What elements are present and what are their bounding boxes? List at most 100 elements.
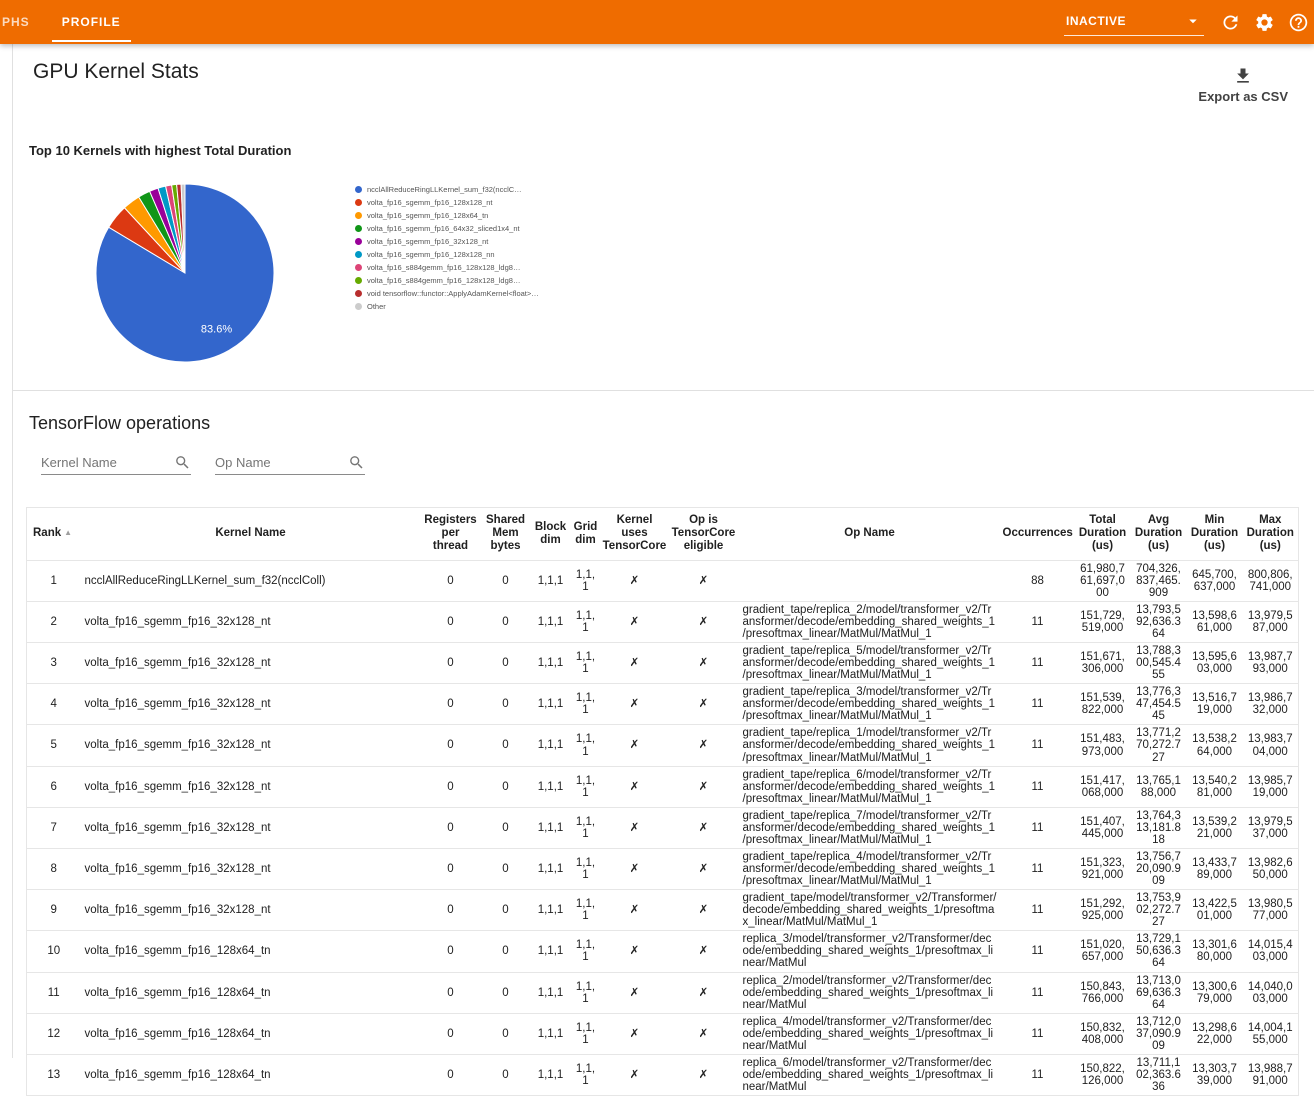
- pie-legend: ncclAllReduceRingLLKernel_sum_f32(ncclC……: [355, 183, 560, 363]
- cell-registers-per-thread: 0: [421, 766, 481, 807]
- column-header-grid-dim[interactable]: Grid dim: [571, 508, 601, 561]
- kernel-name-search-field: [41, 454, 191, 475]
- column-header-kernel-uses-tensorcore[interactable]: Kernel uses TensorCore: [601, 508, 669, 561]
- op-name-search-input[interactable]: [215, 455, 344, 470]
- cell-block-dim: 1,1,1: [531, 931, 571, 972]
- cell-block-dim: 1,1,1: [531, 807, 571, 848]
- cell-kernel-uses-tensorcore: ✗: [601, 601, 669, 642]
- cell-kernel-name: ncclAllReduceRingLLKernel_sum_f32(ncclCo…: [81, 560, 421, 601]
- tab-graphs[interactable]: PHS: [0, 0, 44, 44]
- cell-min-duration-us: 13,539,221,000: [1187, 807, 1243, 848]
- tab-profile[interactable]: PROFILE: [44, 0, 139, 44]
- cell-op-name: gradient_tape/replica_5/model/transforme…: [739, 643, 1001, 684]
- column-header-op-name[interactable]: Op Name: [739, 508, 1001, 561]
- cell-op-name: gradient_tape/replica_1/model/transforme…: [739, 725, 1001, 766]
- kernel-pie-chart-area: 83.6% ncclAllReduceRingLLKernel_sum_f32(…: [95, 183, 560, 363]
- cell-total-duration-us: 151,020,657,000: [1075, 931, 1131, 972]
- cell-min-duration-us: 13,422,501,000: [1187, 890, 1243, 931]
- settings-button[interactable]: [1252, 10, 1276, 34]
- search-icon: [174, 454, 191, 471]
- cell-occurrences: 11: [1001, 684, 1075, 725]
- cell-shared-mem-bytes: 0: [481, 807, 531, 848]
- cell-rank: 13: [27, 1054, 81, 1095]
- column-header-rank[interactable]: Rank▲: [27, 508, 81, 561]
- cell-kernel-uses-tensorcore: ✗: [601, 972, 669, 1013]
- cell-grid-dim: 1,1,1: [571, 1013, 601, 1054]
- cell-max-duration-us: 13,987,793,000: [1243, 643, 1299, 684]
- cell-kernel-uses-tensorcore: ✗: [601, 560, 669, 601]
- cell-total-duration-us: 151,323,921,000: [1075, 848, 1131, 889]
- cell-registers-per-thread: 0: [421, 807, 481, 848]
- column-header-min-duration-us[interactable]: Min Duration (us): [1187, 508, 1243, 561]
- cell-avg-duration-us: 13,712,037,090.909: [1131, 1013, 1187, 1054]
- chart-title: Top 10 Kernels with highest Total Durati…: [29, 143, 291, 158]
- column-header-label: Avg Duration (us): [1135, 514, 1182, 552]
- cell-op-is-tensorcore-eligible: ✗: [669, 807, 739, 848]
- cell-avg-duration-us: 13,771,270,272.727: [1131, 725, 1187, 766]
- cell-block-dim: 1,1,1: [531, 890, 571, 931]
- column-header-registers-per-thread[interactable]: Registers per thread: [421, 508, 481, 561]
- cell-max-duration-us: 14,040,003,000: [1243, 972, 1299, 1013]
- column-header-shared-mem-bytes[interactable]: Shared Mem bytes: [481, 508, 531, 561]
- cell-kernel-name: volta_fp16_sgemm_fp16_32x128_nt: [81, 601, 421, 642]
- cell-occurrences: 11: [1001, 643, 1075, 684]
- cell-total-duration-us: 151,729,519,000: [1075, 601, 1131, 642]
- cell-kernel-name: volta_fp16_sgemm_fp16_32x128_nt: [81, 807, 421, 848]
- cell-shared-mem-bytes: 0: [481, 1013, 531, 1054]
- cell-shared-mem-bytes: 0: [481, 890, 531, 931]
- column-header-avg-duration-us[interactable]: Avg Duration (us): [1131, 508, 1187, 561]
- cell-max-duration-us: 13,988,791,000: [1243, 1054, 1299, 1095]
- column-header-total-duration-us[interactable]: Total Duration (us): [1075, 508, 1131, 561]
- cell-block-dim: 1,1,1: [531, 1054, 571, 1095]
- cell-block-dim: 1,1,1: [531, 766, 571, 807]
- legend-item: volta_fp16_sgemm_fp16_64x32_sliced1x4_nt: [355, 224, 560, 234]
- help-button[interactable]: [1286, 10, 1310, 34]
- cell-op-is-tensorcore-eligible: ✗: [669, 972, 739, 1013]
- cell-registers-per-thread: 0: [421, 931, 481, 972]
- cell-registers-per-thread: 0: [421, 643, 481, 684]
- kernel-name-search-input[interactable]: [41, 455, 170, 470]
- cell-min-duration-us: 13,303,739,000: [1187, 1054, 1243, 1095]
- column-header-op-is-tensorcore-eligible[interactable]: Op is TensorCore eligible: [669, 508, 739, 561]
- cell-min-duration-us: 13,538,264,000: [1187, 725, 1243, 766]
- cell-max-duration-us: 13,979,537,000: [1243, 807, 1299, 848]
- column-header-max-duration-us[interactable]: Max Duration (us): [1243, 508, 1299, 561]
- cell-rank: 1: [27, 560, 81, 601]
- cell-block-dim: 1,1,1: [531, 848, 571, 889]
- cell-max-duration-us: 13,986,732,000: [1243, 684, 1299, 725]
- cell-op-name: gradient_tape/replica_4/model/transforme…: [739, 848, 1001, 889]
- cell-occurrences: 11: [1001, 1054, 1075, 1095]
- cell-max-duration-us: 800,806,741,000: [1243, 560, 1299, 601]
- cell-avg-duration-us: 13,776,347,454.545: [1131, 684, 1187, 725]
- column-header-block-dim[interactable]: Block dim: [531, 508, 571, 561]
- refresh-button[interactable]: [1218, 10, 1242, 34]
- cell-avg-duration-us: 13,711,102,363.636: [1131, 1054, 1187, 1095]
- cell-min-duration-us: 13,516,719,000: [1187, 684, 1243, 725]
- run-status-select[interactable]: INACTIVE: [1064, 9, 1204, 36]
- cell-kernel-name: volta_fp16_sgemm_fp16_128x64_tn: [81, 1013, 421, 1054]
- cell-grid-dim: 1,1,1: [571, 643, 601, 684]
- export-csv-button[interactable]: Export as CSV: [1198, 66, 1288, 104]
- cell-op-name: gradient_tape/replica_7/model/transforme…: [739, 807, 1001, 848]
- cell-block-dim: 1,1,1: [531, 684, 571, 725]
- cell-avg-duration-us: 13,756,720,090.909: [1131, 848, 1187, 889]
- cell-kernel-uses-tensorcore: ✗: [601, 684, 669, 725]
- legend-item: volta_fp16_s884gemm_fp16_128x128_ldg8…: [355, 263, 560, 273]
- toolbar-right: INACTIVE: [1064, 0, 1314, 44]
- cell-kernel-name: volta_fp16_sgemm_fp16_32x128_nt: [81, 890, 421, 931]
- cell-op-name: gradient_tape/model/transformer_v2/Trans…: [739, 890, 1001, 931]
- cell-avg-duration-us: 13,793,592,636.364: [1131, 601, 1187, 642]
- cell-grid-dim: 1,1,1: [571, 848, 601, 889]
- cell-min-duration-us: 13,595,603,000: [1187, 643, 1243, 684]
- column-header-kernel-name[interactable]: Kernel Name: [81, 508, 421, 561]
- cell-kernel-name: volta_fp16_sgemm_fp16_32x128_nt: [81, 643, 421, 684]
- column-header-label: Block dim: [535, 521, 566, 546]
- column-header-occurrences[interactable]: Occurrences: [1001, 508, 1075, 561]
- cell-grid-dim: 1,1,1: [571, 601, 601, 642]
- cell-op-is-tensorcore-eligible: ✗: [669, 725, 739, 766]
